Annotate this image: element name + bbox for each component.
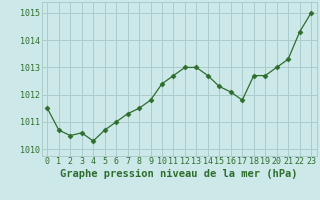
X-axis label: Graphe pression niveau de la mer (hPa): Graphe pression niveau de la mer (hPa) bbox=[60, 169, 298, 179]
